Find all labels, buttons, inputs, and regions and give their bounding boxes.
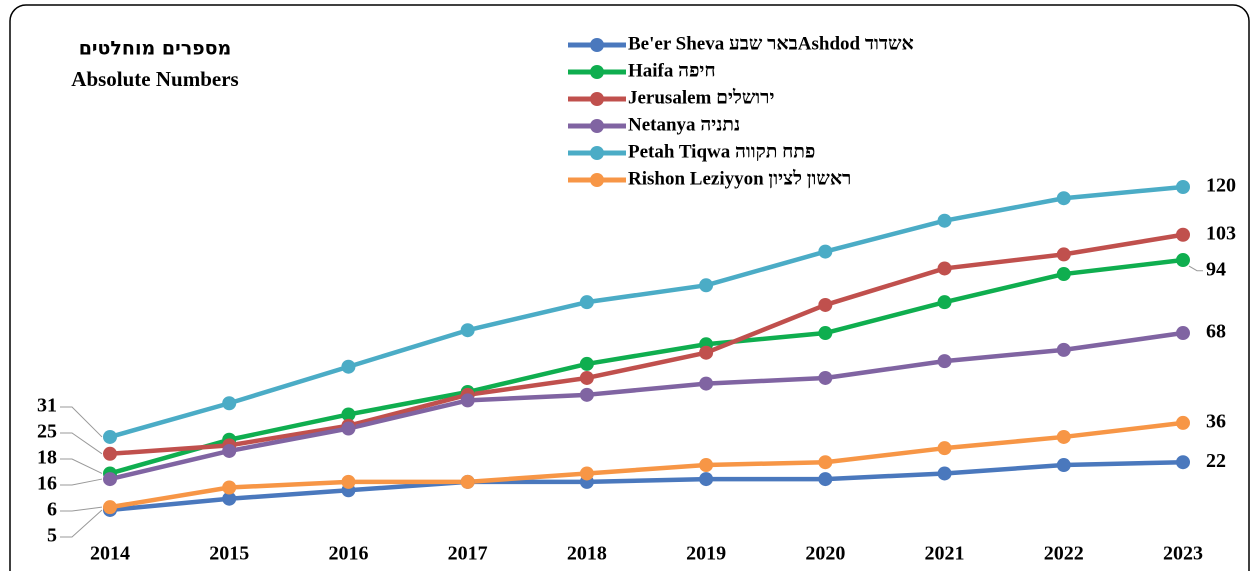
data-point [103, 472, 117, 487]
data-point [579, 466, 594, 481]
data-point [1176, 326, 1190, 341]
series-line [109, 232, 1184, 457]
data-point [1176, 455, 1190, 470]
data-point [818, 244, 833, 259]
data-point [818, 455, 833, 470]
data-point [699, 278, 714, 293]
data-point [460, 393, 475, 408]
legend-marker [590, 38, 604, 52]
data-point [699, 345, 714, 360]
legend-label: Haifa חיפה [628, 60, 716, 81]
legend-label: Be'er Sheva באר שבעAshdod אשדוד [628, 33, 914, 54]
data-point [460, 474, 475, 489]
data-point [699, 472, 714, 487]
series-line [109, 420, 1184, 510]
x-tick-label: 2018 [567, 543, 607, 565]
leader-line [1188, 265, 1203, 272]
chart-subtitle: Absolute Numbers [71, 67, 238, 91]
x-tick-label: 2019 [686, 543, 726, 565]
leader-line [60, 506, 103, 512]
leader-line [60, 478, 103, 486]
legend-label: Petah Tiqwa פתח תקווה [628, 141, 815, 162]
data-point [937, 213, 952, 228]
chart-title: מספרים מוחלטים [79, 38, 232, 60]
legend-marker [590, 173, 604, 187]
data-point [341, 421, 356, 436]
data-point [222, 480, 237, 495]
data-point [1056, 191, 1071, 206]
legend-marker [590, 65, 604, 79]
data-point [1056, 458, 1071, 473]
data-point [699, 376, 714, 391]
data-point [818, 472, 833, 487]
data-point [937, 261, 952, 276]
data-point [222, 443, 237, 458]
leader-line [60, 509, 103, 538]
data-point [579, 370, 594, 385]
series-line [109, 459, 1184, 513]
data-point [341, 359, 356, 374]
data-point [579, 295, 594, 310]
data-label: 6 [47, 499, 57, 521]
data-label: 68 [1206, 321, 1226, 343]
data-point [579, 356, 594, 371]
series-line [109, 257, 1184, 476]
data-point [1056, 247, 1071, 262]
legend-label: Jerusalem ירושלים [628, 87, 774, 108]
data-point [1056, 342, 1071, 357]
leader-line [60, 458, 103, 474]
data-point [937, 295, 952, 310]
data-point [103, 446, 117, 461]
data-label: 25 [37, 421, 57, 443]
data-point [103, 500, 117, 515]
data-label: 94 [1206, 258, 1226, 280]
data-point [1056, 429, 1071, 444]
data-label: 5 [47, 525, 57, 547]
x-tick-label: 2023 [1163, 543, 1203, 565]
data-point [937, 466, 952, 481]
x-tick-label: 2020 [805, 543, 845, 565]
series-line [109, 184, 1184, 440]
data-point [222, 491, 237, 506]
legend-marker [590, 119, 604, 133]
data-point [818, 370, 833, 385]
data-point [937, 354, 952, 369]
x-tick-label: 2022 [1044, 543, 1084, 565]
data-point [341, 474, 356, 489]
data-label: 31 [37, 395, 57, 417]
data-point [460, 323, 475, 338]
series-line [109, 330, 1184, 482]
data-point [937, 441, 952, 456]
data-point [341, 407, 356, 422]
legend-label: Netanya נתניה [628, 114, 740, 135]
legend-marker [590, 146, 604, 160]
data-label: 103 [1206, 222, 1236, 244]
data-point [818, 326, 833, 341]
data-point [1176, 253, 1190, 268]
data-point [579, 387, 594, 402]
leader-line [60, 406, 103, 438]
x-tick-label: 2021 [925, 543, 965, 565]
data-point [1176, 415, 1190, 430]
data-label: 36 [1206, 410, 1226, 432]
data-point [103, 429, 117, 444]
data-label: 120 [1206, 175, 1236, 197]
data-point [818, 297, 833, 312]
legend-marker [590, 92, 604, 106]
legend-label: Rishon Leziyyon ראשון לציון [628, 168, 851, 189]
data-point [1056, 267, 1071, 282]
data-point [222, 396, 237, 411]
data-point [699, 458, 714, 473]
x-tick-label: 2016 [328, 543, 368, 565]
data-label: 22 [1206, 450, 1226, 472]
data-label: 18 [37, 447, 57, 469]
x-tick-label: 2017 [448, 543, 488, 565]
data-point [1176, 227, 1190, 242]
x-tick-label: 2015 [209, 543, 249, 565]
x-tick-label: 2014 [90, 543, 130, 565]
data-label: 16 [37, 473, 57, 495]
data-point [1176, 180, 1190, 194]
leader-line [60, 432, 103, 455]
